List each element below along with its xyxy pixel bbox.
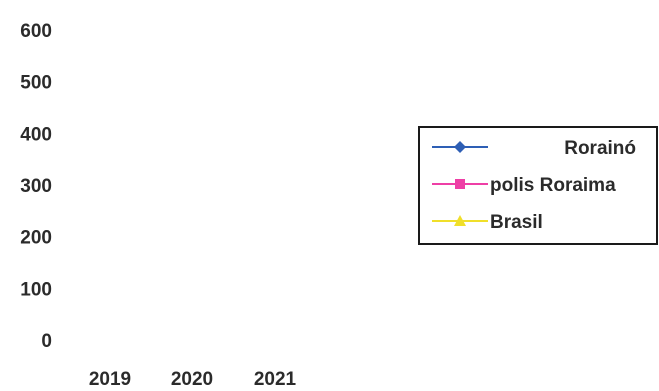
y-tick-label: 400 [20, 124, 52, 145]
y-tick-label: 300 [20, 176, 52, 197]
legend-item: Brasil [432, 212, 543, 233]
y-tick-label: 0 [41, 331, 52, 352]
x-axis-tick-labels: 2019 2020 2021 [89, 369, 297, 390]
y-tick-label: 200 [20, 228, 52, 249]
y-tick-label: 100 [20, 279, 52, 300]
y-axis-tick-labels: 0 100 200 300 400 500 600 [20, 21, 52, 352]
legend-marker [455, 179, 465, 189]
legend-label: Brasil [490, 212, 543, 233]
x-tick-label: 2020 [171, 369, 213, 390]
legend: Rorainó polis Roraima Brasil [418, 126, 658, 245]
y-tick-label: 500 [20, 73, 52, 94]
x-tick-label: 2021 [254, 369, 297, 390]
legend-label: polis Roraima [490, 175, 616, 196]
legend-label: Rorainó [564, 138, 636, 159]
x-tick-label: 2019 [89, 369, 131, 390]
legend-marker [454, 215, 466, 226]
y-tick-label: 600 [20, 21, 52, 42]
legend-item: Rorainó [432, 138, 636, 159]
legend-item: polis Roraima [432, 175, 616, 196]
legend-marker [454, 141, 466, 153]
